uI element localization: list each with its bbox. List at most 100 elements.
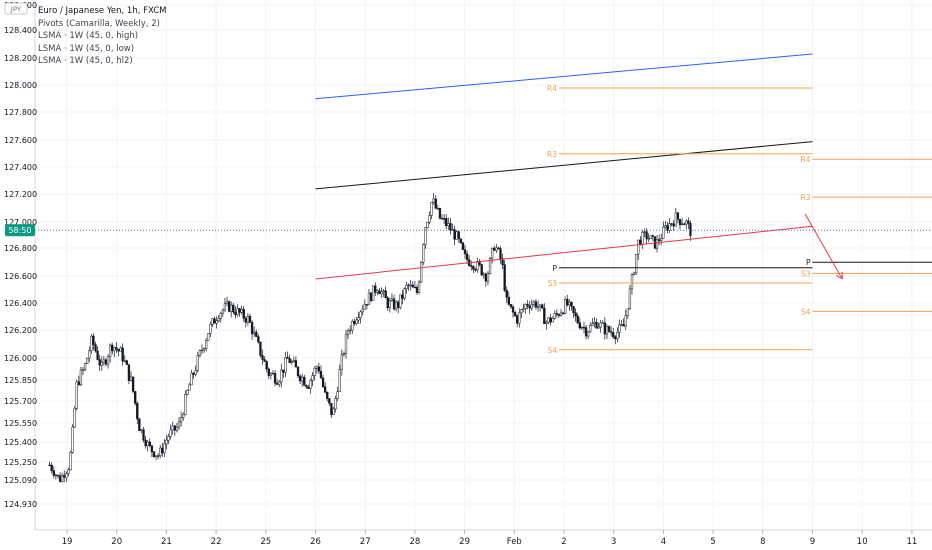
price-tick-label: 126.000	[4, 354, 37, 363]
legend-title: Euro / Japanese Yen, 1h, FXCM	[38, 6, 167, 16]
candle-up	[624, 315, 627, 327]
candle-up	[662, 226, 665, 239]
candle-up	[332, 408, 335, 416]
candle-down	[138, 418, 141, 432]
candle-down	[319, 370, 323, 379]
candle-down	[513, 312, 517, 317]
price-tick-label: 128.200	[4, 54, 37, 63]
price-tick-label: 127.200	[4, 190, 37, 199]
pivot-label-r3: R3	[801, 193, 811, 202]
candle-down	[397, 301, 400, 308]
candle-down	[142, 429, 145, 441]
forecast-arrow-head	[836, 274, 843, 280]
chart-grid	[35, 0, 932, 530]
candle-up	[290, 361, 293, 364]
candle-up	[106, 356, 110, 365]
candle-up	[351, 321, 354, 331]
candle-up	[60, 474, 64, 482]
candle-up	[637, 239, 640, 255]
indicator-overlays: R4 R3 P S3 S4 R4 R3 P S3 S4	[315, 53, 932, 355]
price-tick-label: 125.700	[4, 397, 37, 406]
candle-down	[374, 285, 377, 293]
price-tick-label: 128.400	[4, 26, 37, 35]
candle-up	[524, 304, 527, 309]
candle-down	[242, 309, 245, 319]
candle-down	[653, 236, 657, 249]
symbol-badge-bg	[4, 2, 28, 15]
candle-up	[301, 376, 304, 382]
candle-down	[440, 218, 444, 220]
candle-up	[221, 309, 225, 314]
price-tick-label: 125.850	[4, 376, 37, 385]
candle-down	[557, 314, 561, 317]
candle-down	[497, 247, 500, 249]
price-axis[interactable]: 124.930 125.090 125.250 125.400 125.550 125.7…	[4, 0, 37, 530]
candle-down	[576, 315, 579, 323]
pivot-label-s3: S3	[801, 269, 811, 278]
candle-down	[92, 335, 95, 345]
candle-down	[77, 381, 80, 385]
price-tick-label: 127.800	[4, 108, 37, 117]
candle-up	[476, 261, 479, 270]
candle-up	[568, 301, 571, 306]
candle-up	[90, 335, 93, 352]
candle-up	[436, 207, 440, 210]
candle-down	[63, 474, 66, 478]
time-tick-label: 10	[857, 537, 868, 547]
candle-up	[380, 291, 383, 295]
candle-down	[582, 327, 586, 329]
candle-down	[56, 474, 60, 477]
candle-down	[384, 290, 387, 299]
candle-up	[635, 254, 638, 274]
candle-up	[564, 299, 567, 314]
candle-down	[463, 249, 467, 255]
price-tick-label: 125.550	[4, 419, 37, 428]
price-tick-label: 128.000	[4, 81, 37, 90]
time-tick-label: 20	[111, 537, 122, 547]
candle-down	[111, 344, 114, 352]
candle-up	[336, 391, 339, 399]
candle-up	[674, 212, 677, 227]
candle-up	[194, 370, 197, 375]
candle-down	[511, 306, 515, 313]
candle-down	[286, 357, 289, 359]
candle-down	[612, 332, 615, 337]
candle-up	[146, 441, 149, 447]
candle-down	[534, 301, 538, 308]
candle-down	[94, 344, 97, 352]
candle-up	[69, 452, 72, 471]
candle-down	[131, 376, 135, 392]
candle-up	[482, 273, 485, 276]
candle-down	[687, 220, 690, 224]
candle-down	[438, 207, 442, 219]
candle-up	[518, 312, 521, 324]
candle-down	[503, 264, 506, 291]
time-tick-label: 21	[161, 537, 172, 547]
candle-up	[589, 324, 592, 333]
candle-up	[177, 421, 181, 428]
candle-up	[599, 322, 602, 328]
candle-up	[240, 309, 243, 313]
time-tick-label: 27	[360, 537, 371, 547]
time-tick-label: 3	[611, 537, 616, 547]
candle-up	[309, 380, 312, 389]
candle-up	[54, 474, 58, 477]
candle-up	[198, 350, 202, 356]
price-tick-label: 125.400	[4, 438, 37, 447]
candle-down	[98, 359, 101, 366]
candle-up	[367, 292, 371, 306]
candle-up	[253, 331, 256, 335]
candle-down	[541, 304, 544, 309]
candle-down	[678, 219, 682, 225]
legend-indicator-pivots: Pivots (Camarilla, Weekly, 2)	[38, 18, 160, 29]
candle-up	[551, 317, 554, 323]
time-tick-label: 25	[260, 537, 271, 547]
candle-down	[213, 318, 216, 324]
candle-up	[655, 239, 659, 249]
candle-down	[683, 223, 686, 225]
candle-up	[225, 301, 229, 304]
candle-down	[330, 402, 333, 416]
candle-up	[313, 368, 316, 376]
time-axis[interactable]: 19 20 21 22 25 26 27 28 29 Feb 2 3 4 5 8 9 10 11	[35, 529, 932, 547]
